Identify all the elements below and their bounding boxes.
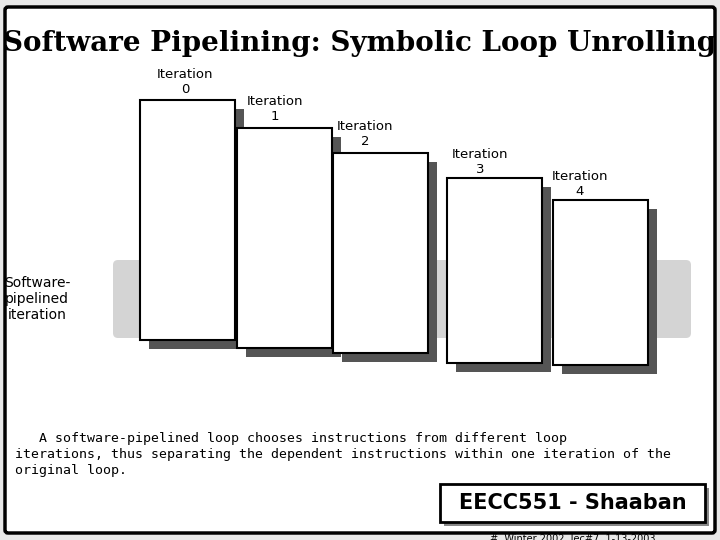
Bar (456, 187, 551, 372)
Text: Software Pipelining: Symbolic Loop Unrolling: Software Pipelining: Symbolic Loop Unrol… (4, 30, 716, 57)
Text: Software-
pipelined
iteration: Software- pipelined iteration (4, 276, 70, 322)
Bar (149, 109, 244, 349)
Bar (562, 209, 657, 374)
Bar (440, 484, 705, 522)
Text: Iteration
3: Iteration 3 (451, 148, 508, 176)
Bar (444, 488, 709, 526)
Bar (140, 100, 235, 340)
FancyBboxPatch shape (5, 7, 715, 533)
Bar (237, 128, 332, 348)
Bar (553, 200, 648, 365)
FancyBboxPatch shape (113, 260, 691, 338)
Text: EECC551 - Shaaban: EECC551 - Shaaban (459, 493, 686, 513)
Text: Iteration
4: Iteration 4 (552, 170, 608, 198)
Bar (333, 153, 428, 353)
Text: Iteration
2: Iteration 2 (337, 120, 393, 148)
Bar (246, 137, 341, 357)
Text: Iteration
0: Iteration 0 (157, 68, 213, 96)
Text: A software-pipelined loop chooses instructions from different loop: A software-pipelined loop chooses instru… (15, 432, 567, 445)
Bar (342, 162, 437, 362)
Text: original loop.: original loop. (15, 464, 127, 477)
Text: #  Winter 2002  lec#7  1-13-2003: # Winter 2002 lec#7 1-13-2003 (490, 534, 655, 540)
Text: Iteration
1: Iteration 1 (247, 95, 303, 123)
Bar (447, 178, 542, 363)
Text: iterations, thus separating the dependent instructions within one iteration of t: iterations, thus separating the dependen… (15, 448, 671, 461)
